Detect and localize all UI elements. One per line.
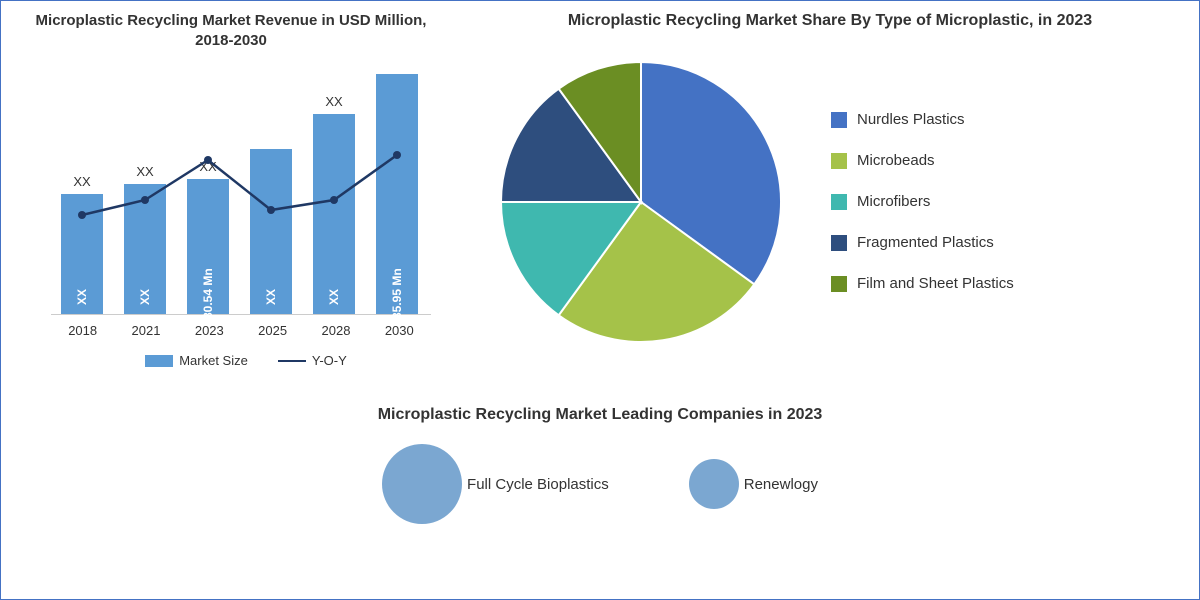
legend-swatch bbox=[831, 235, 847, 251]
pie-legend-item: Film and Sheet Plastics bbox=[831, 275, 1014, 292]
bar-inside-label: XX bbox=[264, 289, 278, 305]
pie-chart-content: Nurdles Plastics Microbeads Microfibers Fra… bbox=[481, 52, 1179, 352]
legend-swatch bbox=[831, 276, 847, 292]
bar: XXXX bbox=[313, 114, 355, 314]
bar-inside-label: 280.54 Mn bbox=[201, 268, 215, 325]
bubble-group: Renewlogy bbox=[689, 459, 818, 509]
legend-label: Microbeads bbox=[857, 152, 935, 169]
bubble-group: Full Cycle Bioplastics bbox=[382, 444, 609, 524]
bar-inside-label: 435.95 Mn bbox=[390, 268, 404, 325]
pie-chart-legend: Nurdles Plastics Microbeads Microfibers Fra… bbox=[831, 111, 1014, 292]
pie-legend-item: Nurdles Plastics bbox=[831, 111, 1014, 128]
pie-chart-title: Microplastic Recycling Market Share By T… bbox=[481, 11, 1179, 32]
bar-top-label: XX bbox=[325, 94, 342, 109]
bar-inside-label: XX bbox=[75, 289, 89, 305]
company-label: Renewlogy bbox=[744, 476, 818, 493]
bubble-chart-area: Full Cycle Bioplastics Renewlogy bbox=[21, 444, 1179, 524]
bar-chart-title: Microplastic Recycling Market Revenue in… bbox=[21, 11, 441, 50]
bar-chart-x-label: 2025 bbox=[252, 323, 294, 338]
legend-label: Fragmented Plastics bbox=[857, 234, 994, 251]
legend-item: Market Size bbox=[145, 353, 248, 368]
pie-legend-item: Microbeads bbox=[831, 152, 1014, 169]
bar-chart-legend: Market Size Y-O-Y bbox=[51, 353, 441, 368]
infographic-container: Microplastic Recycling Market Revenue in… bbox=[1, 1, 1199, 599]
pie-chart-panel: Microplastic Recycling Market Share By T… bbox=[461, 1, 1199, 401]
bar-chart-x-label: 2018 bbox=[62, 323, 104, 338]
legend-label: Microfibers bbox=[857, 193, 930, 210]
legend-swatch bbox=[831, 112, 847, 128]
bar-inside-label: XX bbox=[138, 289, 152, 305]
bar: XXXX bbox=[61, 194, 103, 314]
legend-label: Market Size bbox=[179, 353, 248, 368]
bar-chart-panel: Microplastic Recycling Market Revenue in… bbox=[1, 1, 461, 401]
bubble-chart-title: Microplastic Recycling Market Leading Co… bbox=[21, 406, 1179, 424]
legend-swatch bbox=[278, 360, 306, 362]
bar-chart-x-label: 2028 bbox=[315, 323, 357, 338]
legend-label: Film and Sheet Plastics bbox=[857, 275, 1014, 292]
bar-inside-label: XX bbox=[327, 289, 341, 305]
legend-label: Nurdles Plastics bbox=[857, 111, 965, 128]
top-row: Microplastic Recycling Market Revenue in… bbox=[1, 1, 1199, 401]
bar-top-label: XX bbox=[199, 159, 216, 174]
legend-swatch bbox=[831, 153, 847, 169]
bar: 435.95 Mn bbox=[376, 74, 418, 314]
legend-swatch bbox=[145, 355, 173, 367]
pie-chart-svg bbox=[481, 52, 801, 352]
bar: XX bbox=[250, 149, 292, 314]
bar: XX280.54 Mn bbox=[187, 179, 229, 314]
company-bubble bbox=[689, 459, 739, 509]
legend-item: Y-O-Y bbox=[278, 353, 347, 368]
bar-chart-x-label: 2021 bbox=[125, 323, 167, 338]
bar-chart-x-labels: 201820212023202520282030 bbox=[51, 323, 431, 338]
pie-legend-item: Fragmented Plastics bbox=[831, 234, 1014, 251]
bar: XXXX bbox=[124, 184, 166, 314]
legend-label: Y-O-Y bbox=[312, 353, 347, 368]
company-bubble bbox=[382, 444, 462, 524]
bar-top-label: XX bbox=[136, 164, 153, 179]
bar-top-label: XX bbox=[73, 174, 90, 189]
bottom-panel: Microplastic Recycling Market Leading Co… bbox=[1, 401, 1199, 529]
company-label: Full Cycle Bioplastics bbox=[467, 476, 609, 493]
pie-legend-item: Microfibers bbox=[831, 193, 1014, 210]
legend-swatch bbox=[831, 194, 847, 210]
bar-chart-area: XXXXXXXXXX280.54 MnXXXXXX435.95 Mn bbox=[51, 65, 431, 315]
